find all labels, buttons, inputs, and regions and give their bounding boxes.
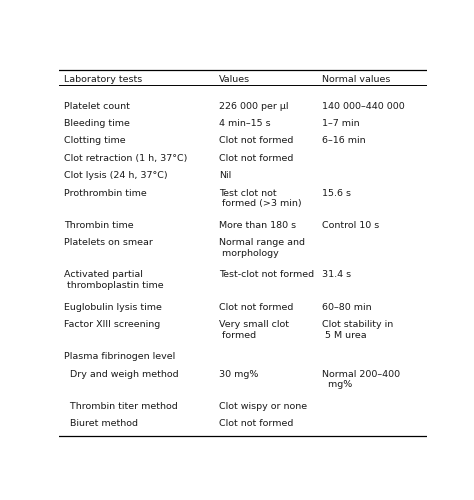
- Text: Values: Values: [219, 76, 250, 84]
- Text: Dry and weigh method: Dry and weigh method: [64, 370, 178, 378]
- Text: More than 180 s: More than 180 s: [219, 221, 296, 230]
- Text: Clot stability in
 5 M urea: Clot stability in 5 M urea: [322, 320, 393, 340]
- Text: Platelets on smear: Platelets on smear: [64, 238, 153, 248]
- Text: Biuret method: Biuret method: [64, 419, 137, 428]
- Text: 226 000 per μl: 226 000 per μl: [219, 102, 289, 110]
- Text: 31.4 s: 31.4 s: [322, 270, 351, 280]
- Text: Plasma fibrinogen level: Plasma fibrinogen level: [64, 352, 175, 361]
- Text: Clotting time: Clotting time: [64, 136, 125, 145]
- Text: Test clot not
 formed (>3 min): Test clot not formed (>3 min): [219, 188, 301, 208]
- Text: Very small clot
 formed: Very small clot formed: [219, 320, 289, 340]
- Text: 1–7 min: 1–7 min: [322, 119, 360, 128]
- Text: 4 min–15 s: 4 min–15 s: [219, 119, 271, 128]
- Text: Platelet count: Platelet count: [64, 102, 129, 110]
- Text: Laboratory tests: Laboratory tests: [64, 76, 142, 84]
- Text: Normal 200–400
  mg%: Normal 200–400 mg%: [322, 370, 400, 390]
- Text: 15.6 s: 15.6 s: [322, 188, 351, 198]
- Text: Prothrombin time: Prothrombin time: [64, 188, 146, 198]
- Text: Clot not formed: Clot not formed: [219, 154, 293, 163]
- Text: Normal range and
 morphology: Normal range and morphology: [219, 238, 305, 258]
- Text: Test-clot not formed: Test-clot not formed: [219, 270, 314, 280]
- Text: 30 mg%: 30 mg%: [219, 370, 258, 378]
- Text: 6–16 min: 6–16 min: [322, 136, 365, 145]
- Text: Factor XIII screening: Factor XIII screening: [64, 320, 160, 329]
- Text: Euglobulin lysis time: Euglobulin lysis time: [64, 302, 162, 312]
- Text: Thrombin titer method: Thrombin titer method: [64, 402, 177, 410]
- Text: Bleeding time: Bleeding time: [64, 119, 129, 128]
- Text: Nil: Nil: [219, 172, 231, 180]
- Text: Clot not formed: Clot not formed: [219, 136, 293, 145]
- Text: Control 10 s: Control 10 s: [322, 221, 379, 230]
- Text: Thrombin time: Thrombin time: [64, 221, 133, 230]
- Text: Clot not formed: Clot not formed: [219, 302, 293, 312]
- Text: Clot not formed: Clot not formed: [219, 419, 293, 428]
- Text: 60–80 min: 60–80 min: [322, 302, 372, 312]
- Text: Activated partial
 thromboplastin time: Activated partial thromboplastin time: [64, 270, 163, 290]
- Text: Clot lysis (24 h, 37°C): Clot lysis (24 h, 37°C): [64, 172, 167, 180]
- Text: 140 000–440 000: 140 000–440 000: [322, 102, 405, 110]
- Text: Clot wispy or none: Clot wispy or none: [219, 402, 307, 410]
- Text: Clot retraction (1 h, 37°C): Clot retraction (1 h, 37°C): [64, 154, 187, 163]
- Text: Normal values: Normal values: [322, 76, 390, 84]
